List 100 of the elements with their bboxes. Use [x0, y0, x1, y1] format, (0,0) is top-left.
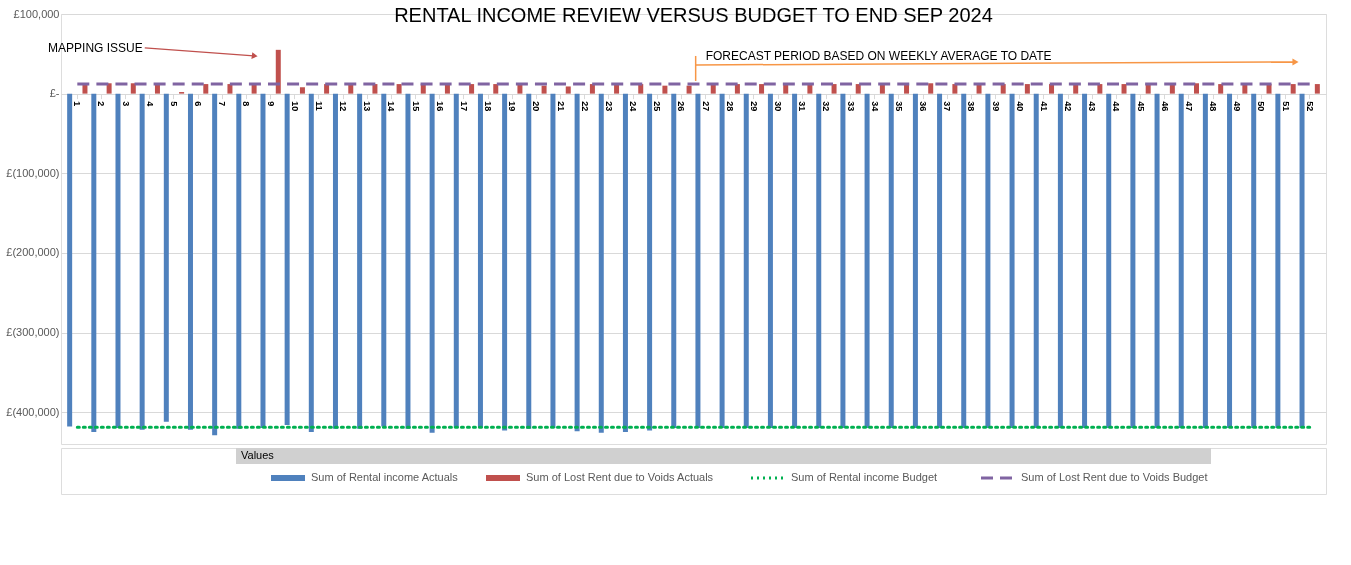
x-tick-label: 3 [120, 101, 131, 107]
x-tick-label: 33 [845, 101, 856, 112]
bar [1106, 93, 1112, 429]
x-tick-label: 45 [1135, 101, 1146, 112]
bar [284, 93, 290, 425]
x-tick-label: 23 [603, 101, 614, 112]
bar [719, 93, 725, 429]
x-tick-label: 17 [458, 101, 469, 112]
x-tick-label: 28 [724, 101, 735, 112]
bar [937, 93, 943, 429]
bar [130, 83, 136, 94]
x-tick-label: 18 [483, 101, 494, 112]
bar [598, 93, 604, 433]
chart-title: RENTAL INCOME REVIEW VERSUS BUDGET TO END SEP 2024 [394, 4, 993, 26]
y-tick-label: £(200,000) [6, 246, 60, 259]
ref-line-label: FORECAST PERIOD BASED ON WEEKLY AVERAGE TO DATE [705, 48, 1052, 63]
bar [405, 93, 411, 429]
bar [1275, 93, 1281, 429]
bar [864, 93, 870, 429]
x-tick-label: 37 [942, 101, 953, 112]
legend-label: Sum of Lost Rent due to Voids Budget [1021, 471, 1208, 483]
bar [115, 93, 121, 429]
y-tick-label: £(400,000) [6, 405, 60, 418]
x-tick-label: 49 [1232, 101, 1243, 112]
bar [1009, 93, 1015, 429]
bar [855, 84, 861, 94]
bar [912, 93, 918, 429]
x-tick-label: 9 [265, 101, 276, 107]
bar [662, 85, 668, 94]
x-tick-label: 6 [193, 101, 204, 107]
bar [469, 84, 475, 94]
legend-label: Sum of Rental income Budget [791, 471, 938, 483]
bar [106, 83, 112, 94]
bar [299, 87, 305, 94]
x-tick-label: 50 [1256, 101, 1267, 112]
bar [502, 93, 508, 431]
bar [477, 93, 483, 429]
bar [1194, 83, 1200, 94]
annotation: MAPPING ISSUE [48, 40, 143, 55]
bar [187, 93, 193, 430]
y-tick-label: £(100,000) [6, 166, 60, 179]
bar [792, 93, 798, 429]
bar [961, 93, 967, 429]
bar [275, 49, 281, 94]
bar [647, 93, 653, 431]
x-tick-label: 8 [241, 101, 252, 107]
bar [686, 85, 692, 94]
x-tick-label: 19 [507, 101, 518, 112]
bar [565, 86, 571, 94]
bar [67, 93, 73, 427]
bar [493, 84, 499, 94]
bar [831, 84, 837, 94]
x-tick-label: 48 [1208, 101, 1219, 112]
bar [396, 84, 402, 94]
x-tick-label: 16 [434, 101, 445, 112]
bar [163, 93, 169, 422]
x-tick-label: 43 [1087, 101, 1098, 112]
x-tick-label: 29 [748, 101, 759, 112]
x-tick-label: 40 [1014, 101, 1025, 112]
bar [1057, 93, 1063, 429]
x-tick-label: 11 [313, 101, 324, 111]
x-tick-label: 35 [893, 101, 904, 112]
x-tick-label: 44 [1111, 101, 1122, 112]
x-tick-label: 30 [773, 101, 784, 112]
bar [550, 93, 556, 429]
x-tick-label: 32 [821, 101, 832, 112]
bar [1033, 93, 1039, 429]
bar [227, 84, 233, 94]
x-tick-label: 1 [72, 101, 83, 107]
x-tick-label: 34 [869, 101, 880, 112]
bar [91, 93, 97, 433]
y-tick-label: £- [49, 87, 60, 100]
bar [1299, 93, 1305, 429]
bar [1024, 84, 1030, 94]
x-tick-label: 46 [1159, 101, 1170, 112]
bar [1290, 84, 1296, 94]
x-tick-label: 22 [579, 101, 590, 112]
bar [526, 93, 532, 429]
bar [1130, 93, 1136, 429]
bar [308, 93, 314, 433]
bar [236, 93, 242, 429]
bar [541, 85, 547, 94]
x-tick-label: 13 [362, 101, 373, 112]
x-tick-label: 42 [1063, 101, 1074, 112]
bar [695, 93, 701, 429]
bar [928, 83, 934, 94]
bar [743, 93, 749, 429]
x-tick-label: 24 [628, 101, 639, 112]
bar [816, 93, 822, 429]
bar [1251, 93, 1257, 429]
bar [759, 84, 765, 94]
x-tick-label: 7 [217, 101, 228, 107]
x-tick-label: 27 [700, 101, 711, 112]
legend-label: Sum of Lost Rent due to Voids Actuals [526, 471, 714, 483]
bar [1154, 93, 1160, 429]
bar [357, 93, 363, 429]
x-tick-label: 12 [338, 101, 349, 112]
bar [332, 93, 338, 429]
x-tick-label: 41 [1038, 101, 1049, 112]
bar [840, 93, 846, 429]
